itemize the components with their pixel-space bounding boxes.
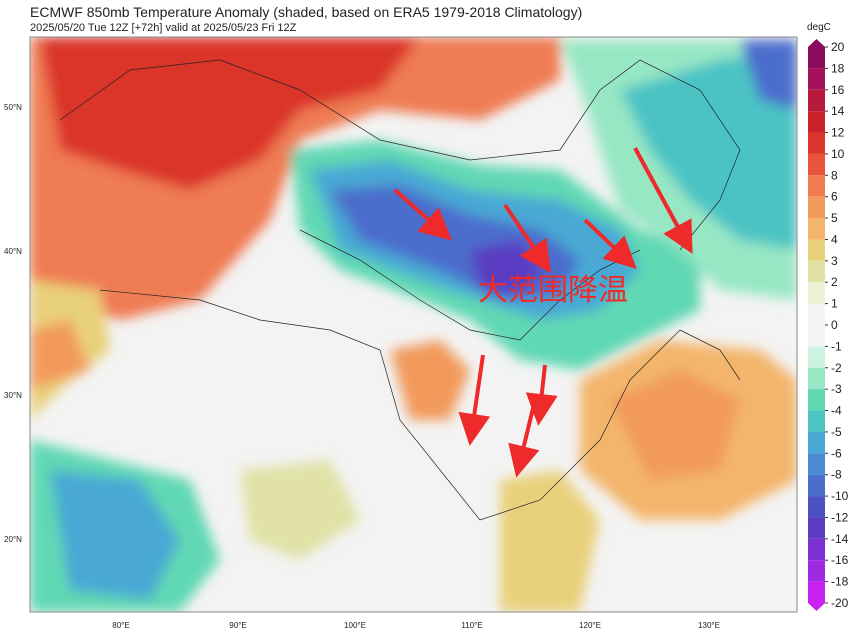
- lon-label: 90°E: [229, 621, 246, 630]
- colorbar-label: 0: [831, 318, 838, 332]
- borders: [59, 59, 741, 521]
- colorbar-label: 1: [831, 297, 838, 311]
- colorbar-label: 6: [831, 190, 838, 204]
- colorbar-bin: [808, 153, 825, 176]
- colorbar-label: -14: [831, 532, 849, 546]
- colorbar-cap: [808, 603, 825, 611]
- colorbar-bin: [808, 196, 825, 219]
- colorbar-label: -10: [831, 489, 849, 503]
- colorbar-label: 4: [831, 232, 838, 246]
- map: 大范围降温: [30, 37, 797, 612]
- lat-label: 30°N: [4, 391, 22, 400]
- colorbar-label: 18: [831, 61, 845, 75]
- colorbar-bin: [808, 282, 825, 304]
- colorbar-bin: [808, 47, 825, 69]
- colorbar-cap: [808, 39, 825, 47]
- map-frame: [29, 36, 798, 613]
- colorbar-bin: [808, 303, 825, 325]
- colorbar-label: -2: [831, 361, 842, 375]
- colorbar-label: -8: [831, 468, 842, 482]
- colorbar-unit: degC: [807, 22, 831, 33]
- colorbar-bin: [808, 175, 825, 197]
- annotation: 大范围降温: [478, 274, 628, 307]
- colorbar-label: -12: [831, 510, 849, 524]
- subtitle: 2025/05/20 Tue 12Z [+72h] valid at 2025/…: [30, 22, 297, 34]
- colorbar-label: 16: [831, 83, 845, 97]
- lat-label: 50°N: [4, 103, 22, 112]
- colorbar-label: -3: [831, 382, 842, 396]
- colorbar-bin: [808, 538, 825, 561]
- colorbar-bin: [808, 260, 825, 283]
- colorbar-bin: [808, 389, 825, 411]
- axis-labels: 50°N 40°N 30°N 20°N 80°E 90°E 100°E 110°E 120°E 1…: [4, 103, 720, 630]
- colorbar-label: -4: [831, 404, 842, 418]
- colorbar-bin: [808, 410, 825, 432]
- arrows: [393, 147, 693, 478]
- colorbar-bin: [808, 89, 825, 112]
- colorbar: degC 20181614121086543210-1-2-3-4-5-6-8-…: [807, 22, 849, 611]
- colorbar-label: 5: [831, 211, 838, 225]
- colorbar-bin: [808, 496, 825, 518]
- colorbar-label: 3: [831, 254, 838, 268]
- colorbar-bin: [808, 346, 825, 368]
- lat-label: 40°N: [4, 247, 22, 256]
- lon-label: 130°E: [698, 621, 720, 630]
- colorbar-bin: [808, 431, 825, 454]
- colorbar-bin: [808, 560, 825, 582]
- colorbar-bin: [808, 132, 825, 154]
- colorbar-bin: [808, 581, 825, 603]
- colorbar-label: 10: [831, 147, 845, 161]
- colorbar-label: 2: [831, 275, 838, 289]
- colorbar-label: 20: [831, 40, 845, 54]
- colorbar-label: -5: [831, 425, 842, 439]
- lon-label: 110°E: [461, 621, 482, 630]
- colorbar-label: -20: [831, 596, 849, 610]
- colorbar-label: 14: [831, 104, 845, 118]
- colorbar-label: 8: [831, 168, 838, 182]
- lon-label: 120°E: [579, 621, 601, 630]
- colorbar-bin: [808, 218, 825, 240]
- colorbar-bin: [808, 367, 825, 390]
- colorbar-label: -1: [831, 339, 842, 353]
- colorbar-label: -16: [831, 553, 849, 567]
- colorbar-bin: [808, 111, 825, 133]
- colorbar-bin: [808, 474, 825, 497]
- colorbar-bin: [808, 453, 825, 475]
- colorbar-bin: [808, 239, 825, 261]
- lat-label: 20°N: [4, 535, 22, 544]
- colorbar-label: -6: [831, 446, 842, 460]
- lon-label: 100°E: [344, 621, 366, 630]
- colorbar-bin: [808, 517, 825, 539]
- colorbar-bin: [808, 325, 825, 347]
- colorbar-bin: [808, 68, 825, 90]
- lon-label: 80°E: [112, 621, 129, 630]
- colorbar-label: 12: [831, 126, 845, 140]
- title: ECMWF 850mb Temperature Anomaly (shaded,…: [30, 4, 582, 20]
- colorbar-label: -18: [831, 575, 849, 589]
